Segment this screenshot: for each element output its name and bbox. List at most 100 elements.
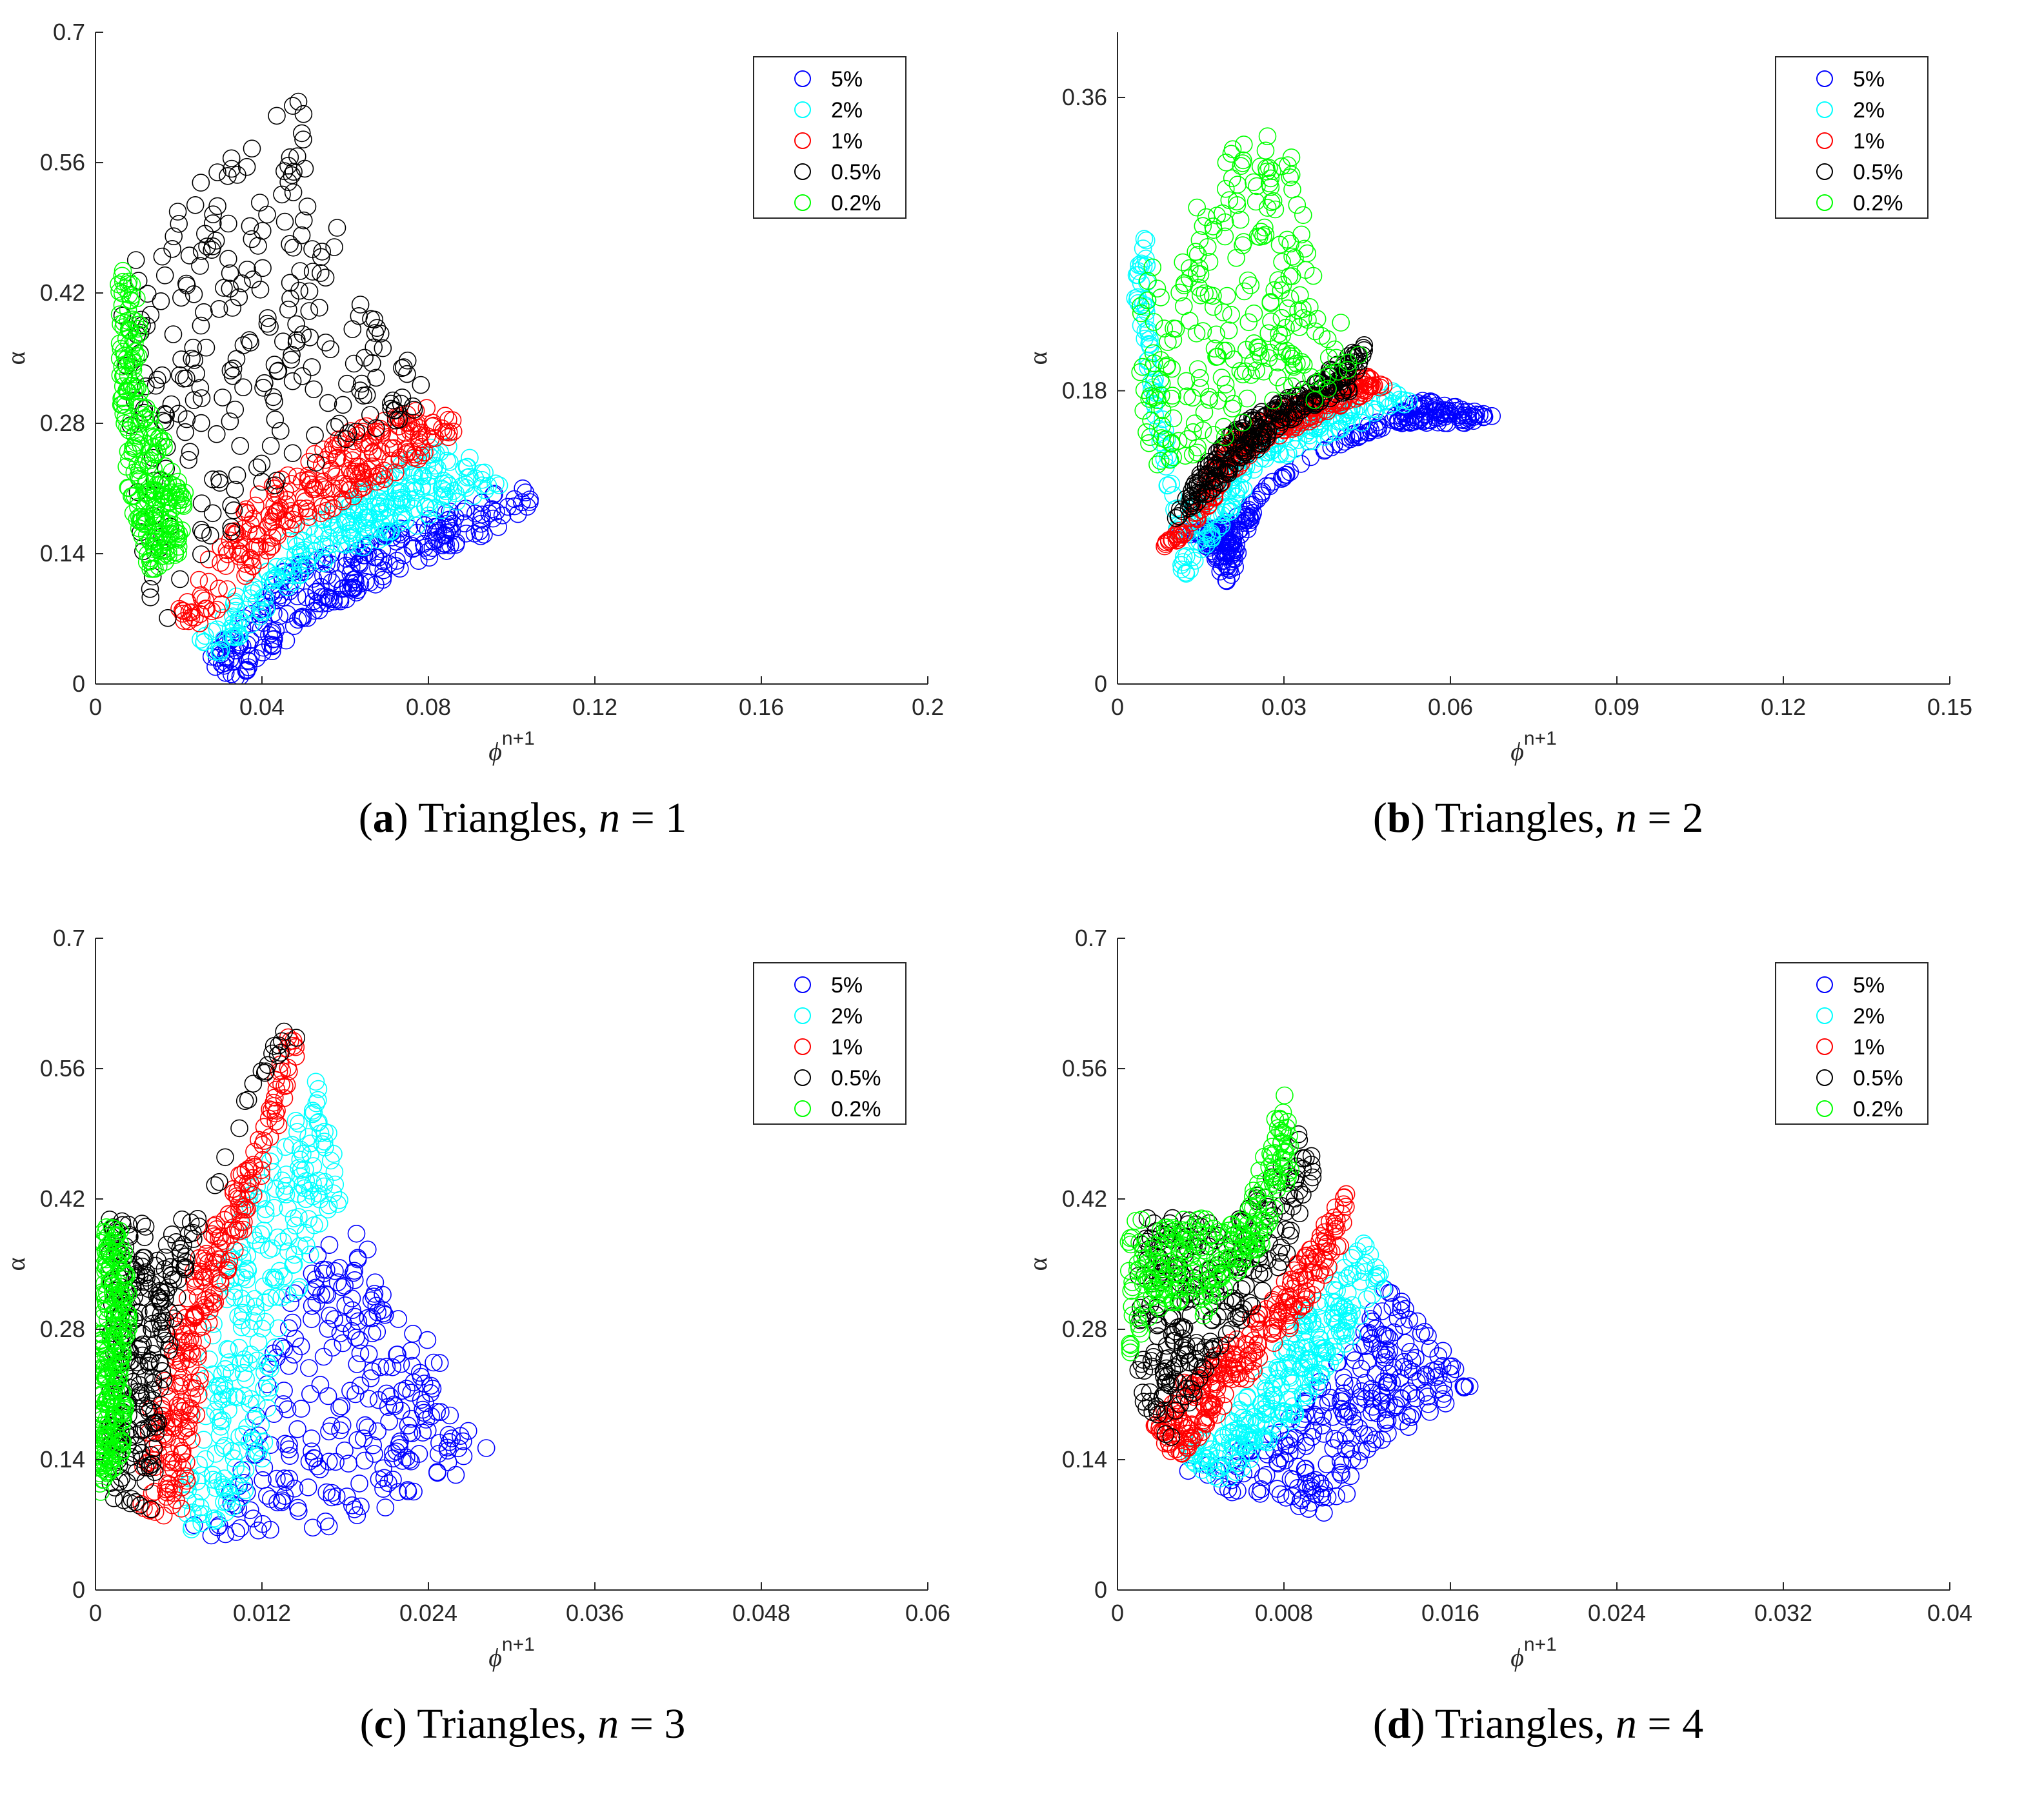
data-point <box>323 1484 341 1502</box>
data-point <box>1334 1368 1353 1387</box>
data-point <box>1262 1391 1281 1409</box>
data-point <box>155 530 173 549</box>
data-point <box>214 388 232 407</box>
data-point <box>368 319 386 337</box>
data-point <box>145 1439 163 1458</box>
data-point <box>1229 521 1248 540</box>
data-point <box>247 1304 266 1323</box>
data-point <box>1319 1393 1338 1412</box>
data-point <box>1251 157 1270 176</box>
data-point <box>1290 1264 1308 1282</box>
data-point <box>250 1438 269 1457</box>
data-point <box>1185 414 1204 433</box>
data-point <box>365 1445 383 1463</box>
data-point <box>162 395 181 414</box>
data-point <box>384 391 402 410</box>
data-point <box>364 1436 383 1455</box>
data-point <box>156 1311 175 1330</box>
data-point <box>1223 399 1241 418</box>
data-point <box>256 1200 275 1218</box>
data-point <box>1416 1365 1435 1384</box>
data-point <box>398 351 417 370</box>
data-point <box>1287 1334 1306 1353</box>
data-point <box>270 486 288 505</box>
data-point <box>1419 1327 1437 1345</box>
data-point <box>403 421 422 439</box>
data-point <box>238 1200 256 1218</box>
data-point <box>1252 1413 1270 1431</box>
data-point <box>95 1283 112 1302</box>
data-point <box>1152 288 1170 307</box>
data-point <box>293 367 312 385</box>
data-point <box>103 1248 121 1267</box>
data-point <box>305 525 324 543</box>
data-point <box>358 461 377 479</box>
data-point <box>1356 1337 1374 1355</box>
data-point <box>1335 1258 1354 1277</box>
data-point <box>185 1271 203 1290</box>
data-point <box>171 1243 190 1262</box>
data-point <box>1204 297 1223 316</box>
data-point <box>117 350 135 368</box>
data-point <box>1177 547 1196 565</box>
data-point <box>141 579 159 598</box>
x-tick-label: 0.06 <box>1428 694 1473 720</box>
legend-marker <box>1816 163 1833 180</box>
data-point <box>420 549 439 567</box>
data-point <box>113 396 132 414</box>
data-point <box>1234 136 1253 154</box>
data-point <box>368 448 387 466</box>
data-point <box>1282 1271 1301 1289</box>
data-point <box>337 430 356 448</box>
series-0.5-marks <box>1167 336 1374 527</box>
data-point <box>516 483 535 501</box>
data-point <box>207 425 226 443</box>
data-point <box>301 1245 319 1263</box>
data-point <box>1256 1433 1274 1451</box>
data-point <box>364 443 382 461</box>
data-point <box>269 1319 288 1338</box>
data-point <box>192 545 210 563</box>
data-point <box>1321 1354 1339 1373</box>
data-point <box>1202 472 1221 491</box>
data-point <box>1378 1345 1396 1364</box>
data-point <box>216 1148 234 1167</box>
data-point <box>1263 401 1281 420</box>
data-point <box>1275 376 1294 395</box>
data-point <box>1372 1345 1390 1364</box>
data-point <box>179 450 198 469</box>
data-point <box>206 1402 225 1420</box>
data-point <box>314 1347 333 1366</box>
data-point <box>1335 1188 1354 1207</box>
data-point <box>1240 509 1259 527</box>
data-point <box>379 555 398 573</box>
data-point <box>466 504 485 523</box>
data-point <box>259 309 277 327</box>
data-point <box>1187 324 1206 343</box>
data-point <box>170 215 188 233</box>
data-point <box>1177 1436 1196 1455</box>
legend-marker <box>794 1069 811 1086</box>
data-point <box>1335 1374 1354 1392</box>
data-point <box>390 559 409 578</box>
data-point <box>347 1224 366 1243</box>
data-point <box>298 551 317 570</box>
data-point <box>1260 1430 1278 1449</box>
data-point <box>169 405 188 423</box>
data-point <box>1151 425 1169 443</box>
data-point <box>1237 507 1256 526</box>
data-point <box>402 1384 421 1402</box>
data-point <box>319 589 338 607</box>
data-point <box>1156 535 1175 553</box>
data-point <box>1234 154 1252 172</box>
data-point <box>514 479 532 498</box>
data-point <box>1216 376 1235 394</box>
data-point <box>1394 1358 1412 1376</box>
data-point <box>281 235 299 253</box>
data-point <box>1188 360 1207 378</box>
data-point <box>398 443 417 461</box>
data-point <box>98 1463 116 1481</box>
data-point <box>275 1469 294 1487</box>
data-point <box>1418 402 1436 421</box>
